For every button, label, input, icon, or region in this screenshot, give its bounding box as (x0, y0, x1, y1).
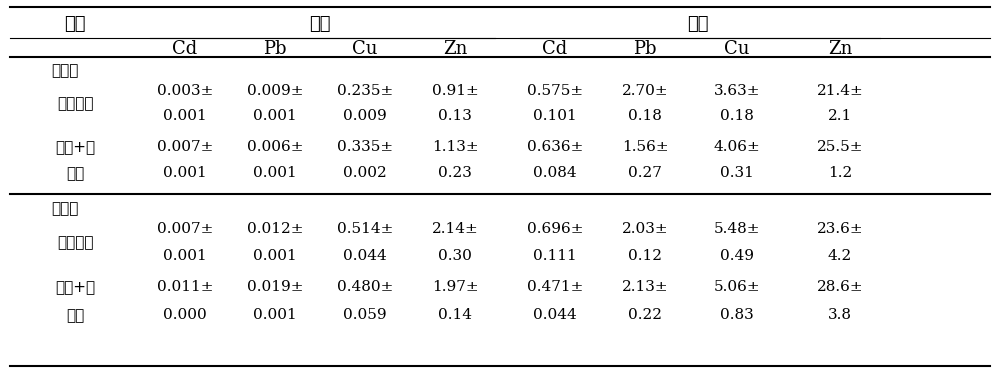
Text: 0.27: 0.27 (628, 166, 662, 181)
Text: 洗剂: 洗剂 (66, 166, 84, 181)
Text: 0.22: 0.22 (628, 308, 662, 322)
Text: 0.059: 0.059 (343, 308, 387, 322)
Text: 2.14±: 2.14± (432, 222, 478, 236)
Text: 2.13±: 2.13± (622, 280, 668, 294)
Text: 0.13: 0.13 (438, 109, 472, 123)
Text: Zn: Zn (443, 40, 467, 58)
Text: Pb: Pb (633, 40, 657, 58)
Text: 茎叶: 茎叶 (687, 15, 708, 33)
Text: 蔬菜+淤: 蔬菜+淤 (55, 280, 95, 295)
Text: 5.06±: 5.06± (714, 280, 760, 294)
Text: 0.111: 0.111 (533, 248, 577, 263)
Text: 0.000: 0.000 (163, 308, 207, 322)
Text: 0.001: 0.001 (163, 248, 207, 263)
Text: 0.084: 0.084 (533, 166, 577, 181)
Text: 0.18: 0.18 (720, 109, 754, 123)
Text: 5.48±: 5.48± (714, 222, 760, 236)
Text: 0.12: 0.12 (628, 248, 662, 263)
Text: 单种蚂菜: 单种蚂菜 (57, 235, 93, 250)
Text: 0.514±: 0.514± (337, 222, 393, 236)
Text: 洗剂: 洗剂 (66, 308, 84, 323)
Text: 0.235±: 0.235± (337, 84, 393, 98)
Text: 2.03±: 2.03± (622, 222, 668, 236)
Text: 1.56±: 1.56± (622, 140, 668, 154)
Text: 28.6±: 28.6± (817, 280, 863, 294)
Text: 0.001: 0.001 (253, 109, 297, 123)
Text: 0.91±: 0.91± (432, 84, 478, 98)
Text: 处理: 处理 (64, 15, 86, 33)
Text: 3.8: 3.8 (828, 308, 852, 322)
Text: 2.70±: 2.70± (622, 84, 668, 98)
Text: 0.636±: 0.636± (527, 140, 583, 154)
Text: 蔬菜+淤: 蔬菜+淤 (55, 140, 95, 155)
Text: Cu: Cu (352, 40, 378, 58)
Text: Zn: Zn (828, 40, 852, 58)
Text: 0.18: 0.18 (628, 109, 662, 123)
Text: Cd: Cd (172, 40, 198, 58)
Text: Cu: Cu (724, 40, 750, 58)
Text: 1.2: 1.2 (828, 166, 852, 181)
Text: 25.5±: 25.5± (817, 140, 863, 154)
Text: 0.49: 0.49 (720, 248, 754, 263)
Text: 0.001: 0.001 (253, 166, 297, 181)
Text: Pb: Pb (263, 40, 287, 58)
Text: 0.007±: 0.007± (157, 222, 213, 236)
Text: 0.30: 0.30 (438, 248, 472, 263)
Text: 0.012±: 0.012± (247, 222, 303, 236)
Text: 0.471±: 0.471± (527, 280, 583, 294)
Text: 0.696±: 0.696± (527, 222, 583, 236)
Text: Cd: Cd (542, 40, 568, 58)
Text: 0.23: 0.23 (438, 166, 472, 181)
Text: 4.2: 4.2 (828, 248, 852, 263)
Text: 0.009: 0.009 (343, 109, 387, 123)
Text: 0.335±: 0.335± (337, 140, 393, 154)
Text: 0.575±: 0.575± (527, 84, 583, 98)
Text: 0.011±: 0.011± (157, 280, 213, 294)
Text: 0.480±: 0.480± (337, 280, 393, 294)
Text: 0.006±: 0.006± (247, 140, 303, 154)
Text: 节瓜: 节瓜 (309, 15, 331, 33)
Text: 23.6±: 23.6± (817, 222, 863, 236)
Text: 0.044: 0.044 (343, 248, 387, 263)
Text: 21.4±: 21.4± (817, 84, 863, 98)
Text: 1.13±: 1.13± (432, 140, 478, 154)
Text: 2.1: 2.1 (828, 109, 852, 123)
Text: 3.63±: 3.63± (714, 84, 760, 98)
Text: 0.83: 0.83 (720, 308, 754, 322)
Text: 0.001: 0.001 (163, 166, 207, 181)
Text: 0.001: 0.001 (253, 248, 297, 263)
Text: 1.97±: 1.97± (432, 280, 478, 294)
Text: 0.009±: 0.009± (247, 84, 303, 98)
Text: 0.001: 0.001 (253, 308, 297, 322)
Text: 4.06±: 4.06± (714, 140, 760, 154)
Text: 0.019±: 0.019± (247, 280, 303, 294)
Text: 0.14: 0.14 (438, 308, 472, 322)
Text: 0.002: 0.002 (343, 166, 387, 181)
Text: 0.101: 0.101 (533, 109, 577, 123)
Text: 0.001: 0.001 (163, 109, 207, 123)
Text: 0.31: 0.31 (720, 166, 754, 181)
Text: 0.044: 0.044 (533, 308, 577, 322)
Text: 第４次: 第４次 (51, 201, 79, 216)
Text: 0.007±: 0.007± (157, 140, 213, 154)
Text: 第３次: 第３次 (51, 63, 79, 78)
Text: 单种蚂菜: 单种蚂菜 (57, 96, 93, 111)
Text: 0.003±: 0.003± (157, 84, 213, 98)
